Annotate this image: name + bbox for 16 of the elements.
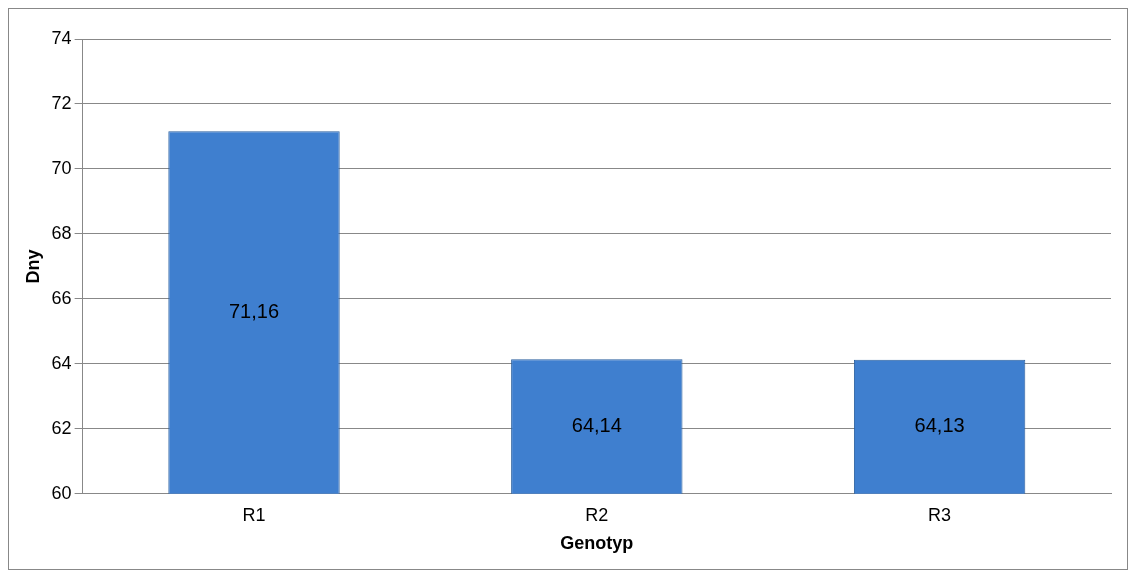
y-tick-label: 66 (51, 287, 72, 308)
x-tick-label: R2 (585, 504, 609, 525)
y-tick-label: 72 (51, 92, 72, 113)
data-label: 71,16 (228, 300, 280, 323)
y-tick-label: 62 (51, 417, 72, 438)
x-tick-label: R1 (242, 504, 266, 525)
y-tick-label: 74 (51, 27, 72, 48)
x-tick-label: R3 (928, 504, 952, 525)
y-tick-label: 70 (51, 157, 72, 178)
y-axis-title: Dny (22, 249, 43, 284)
y-tick-label: 60 (51, 482, 72, 503)
x-axis-title: Genotyp (560, 533, 634, 554)
data-label: 64,13 (914, 414, 965, 437)
y-tick-label: 68 (51, 222, 72, 243)
data-label: 64,14 (571, 414, 622, 437)
y-tick-label: 64 (51, 352, 72, 373)
